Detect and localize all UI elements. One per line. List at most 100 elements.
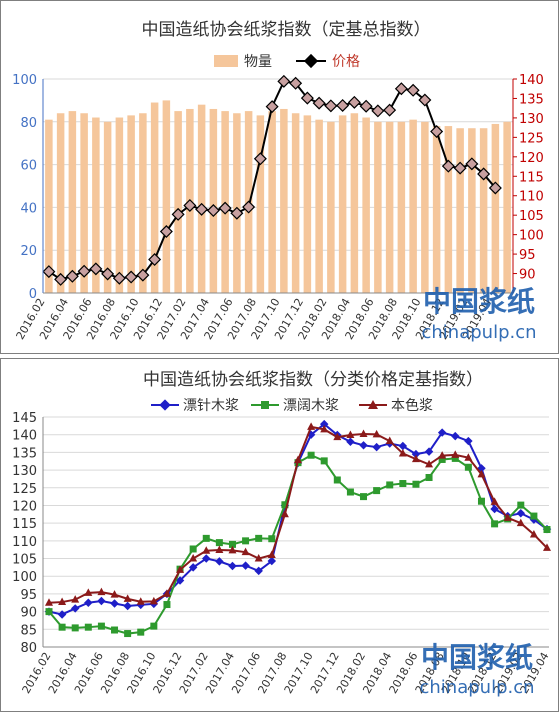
volume-bar	[56, 113, 65, 294]
volume-bar	[397, 121, 406, 293]
chart-title: 中国造纸协会纸浆指数（分类价格定基指数）	[143, 370, 483, 390]
point-unbleached	[438, 451, 447, 459]
point-hardwood	[189, 545, 197, 553]
volume-bar	[139, 113, 147, 294]
right-tick-label: 135	[519, 92, 544, 107]
point-softwood	[188, 563, 198, 572]
volume-bar	[456, 128, 464, 293]
point-unbleached	[490, 497, 499, 505]
price-point	[359, 99, 373, 113]
volume-bar	[68, 111, 77, 293]
legend-label-price: 价格	[332, 54, 360, 70]
volume-bar	[303, 115, 312, 293]
y-tick-label: 110	[12, 535, 37, 550]
price-point	[477, 167, 491, 181]
volume-bar	[174, 111, 182, 293]
price-point	[230, 206, 244, 220]
point-hardwood	[399, 480, 407, 488]
price-point	[465, 157, 479, 171]
point-softwood	[215, 557, 224, 566]
legend: 物量 价格	[214, 53, 360, 70]
point-unbleached	[215, 545, 224, 554]
watermark: 中国浆纸 chinapulp.cn	[421, 285, 536, 343]
point-hardwood	[268, 535, 276, 543]
price-point	[277, 74, 291, 88]
volume-bar	[45, 119, 53, 293]
right-tick-label: 125	[519, 131, 544, 146]
category-index-chart: 中国造纸协会纸浆指数（分类价格定基指数） 漂针木浆 漂阔木浆 本色浆 80 85 9…	[12, 370, 551, 698]
point-hardwood	[360, 493, 368, 501]
volume-bar	[103, 121, 112, 293]
left-tick-label: 80	[20, 116, 37, 131]
point-softwood	[437, 428, 447, 437]
y-tick-label: 135	[12, 446, 37, 461]
point-unbleached	[385, 436, 394, 445]
point-softwood	[84, 598, 93, 608]
watermark-brand: 中国浆纸	[421, 641, 533, 674]
point-softwood	[57, 610, 67, 619]
volume-bar	[479, 128, 488, 293]
point-unbleached	[543, 543, 551, 551]
point-unbleached	[84, 588, 93, 596]
watermark: 中国浆纸 chinapulp.cn	[419, 641, 534, 698]
chart-title: 中国造纸协会纸浆指数（定基总指数）	[142, 20, 431, 40]
volume-bar	[209, 108, 218, 294]
point-unbleached	[464, 453, 473, 461]
point-softwood	[424, 447, 434, 456]
y-tick-label: 130	[12, 464, 37, 479]
volume-bar	[432, 126, 441, 293]
legend-marker-price	[303, 53, 319, 69]
volume-bar	[233, 113, 241, 294]
legend-label-softwood: 漂针木浆	[183, 398, 239, 414]
point-unbleached	[346, 430, 355, 439]
point-unbleached	[241, 547, 250, 556]
point-hardwood	[58, 623, 66, 631]
right-tick-label: 115	[519, 170, 544, 185]
point-hardwood	[530, 512, 538, 520]
point-softwood	[70, 604, 80, 613]
point-unbleached	[149, 596, 158, 605]
price-point	[347, 95, 361, 109]
point-hardwood	[150, 622, 158, 630]
watermark-url: chinapulp.cn	[419, 677, 534, 698]
point-hardwood	[373, 487, 381, 495]
price-point	[148, 253, 162, 267]
volume-bar	[327, 121, 335, 293]
volume-bar	[268, 111, 276, 293]
point-unbleached	[307, 422, 316, 430]
point-softwood	[464, 436, 473, 446]
price-point	[253, 152, 267, 166]
point-unbleached	[58, 597, 67, 606]
volume-bar	[150, 102, 159, 293]
point-hardwood	[124, 630, 132, 638]
volume-bar	[409, 119, 417, 293]
point-hardwood	[215, 539, 223, 547]
point-softwood	[516, 509, 526, 518]
series-line-hardwood	[48, 454, 548, 635]
volume-bar	[315, 119, 323, 293]
price-point	[124, 270, 138, 284]
chart-panel-total-index: 中国造纸协会纸浆指数（定基总指数） 物量 价格 0 20 40 60 80 100 90 95…	[0, 0, 559, 354]
y-tick-label: 80	[20, 641, 37, 656]
price-point	[453, 161, 467, 175]
volume-bar	[127, 115, 135, 293]
volume-bar	[503, 121, 511, 293]
point-unbleached	[45, 598, 53, 606]
y-tick-label: 90	[20, 606, 37, 621]
right-tick-label: 95	[519, 248, 536, 263]
point-hardwood	[97, 622, 105, 630]
point-hardwood	[137, 628, 145, 636]
y-tick-label: 140	[12, 429, 37, 444]
point-unbleached	[189, 554, 198, 562]
price-point	[265, 100, 279, 114]
price-point	[242, 200, 256, 214]
price-point	[195, 202, 209, 216]
right-tick-label: 100	[519, 229, 544, 244]
y-tick-label: 115	[12, 517, 37, 532]
point-unbleached	[228, 545, 237, 554]
point-hardwood	[84, 623, 92, 631]
price-point	[54, 272, 68, 286]
price-point	[112, 271, 126, 285]
point-unbleached	[477, 469, 486, 478]
price-point	[324, 99, 338, 113]
